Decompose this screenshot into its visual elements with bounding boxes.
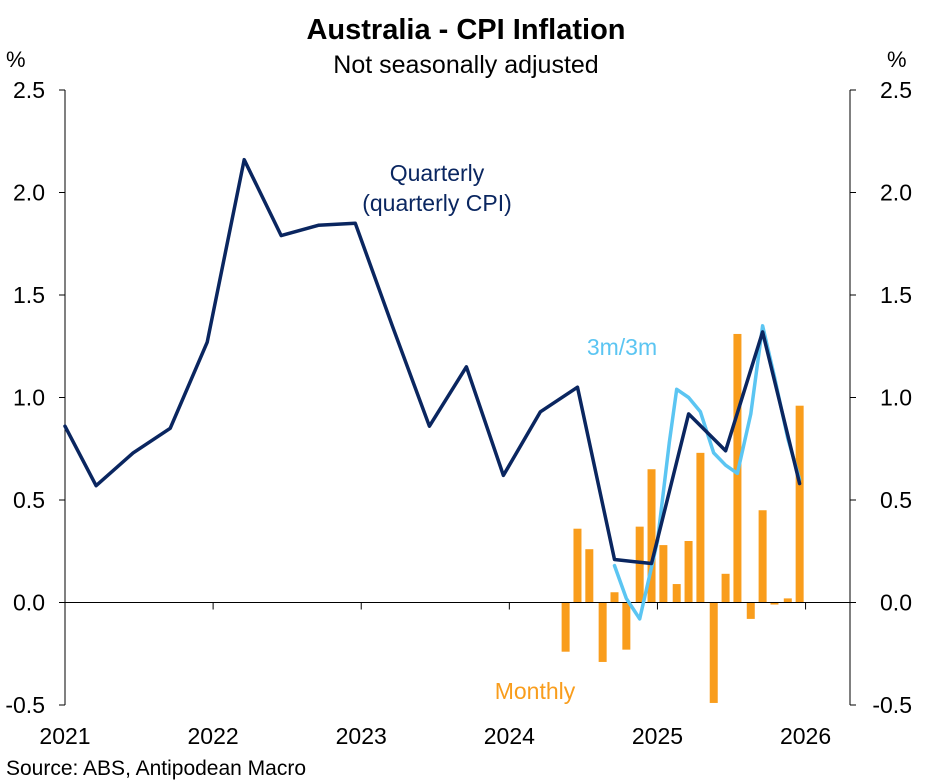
monthly-bar [659, 545, 668, 603]
monthly-bar [721, 573, 730, 603]
monthly-bar [746, 602, 755, 619]
right-axis-unit: % [887, 47, 907, 72]
y-tick-label-left: 1.5 [13, 282, 45, 308]
y-tick-label-right: 0.5 [880, 487, 912, 513]
monthly-label: Monthly [495, 678, 576, 704]
monthly-bar [672, 584, 681, 603]
x-tick-label: 2023 [336, 723, 387, 749]
monthly-bar [770, 602, 779, 605]
y-tick-label-right: 1.5 [880, 282, 912, 308]
monthly-bar [758, 510, 767, 603]
monthly-bar [585, 549, 594, 603]
x-tick-label: 2025 [632, 723, 683, 749]
monthly-bar [647, 469, 656, 603]
monthly-bars [561, 333, 804, 703]
monthly-bar [598, 602, 607, 662]
left-axis-unit: % [6, 47, 26, 72]
y-tick-label-right: -0.5 [872, 692, 912, 718]
monthly-bar [622, 602, 631, 650]
y-tick-label-left: 1.0 [13, 385, 45, 411]
monthly-bar [684, 541, 693, 603]
axes: -0.5 -0.5 0.0 0.0 0.5 0.5 1.0 1.0 1.5 1.5 2.0 2.0 2.… [5, 77, 912, 749]
x-tick-label: 2026 [780, 723, 831, 749]
y-tick-label-left: 2.0 [13, 180, 45, 206]
y-tick-label-left: 2.5 [13, 77, 45, 103]
series-line-quarterly [63, 157, 802, 566]
monthly-bar [783, 598, 792, 603]
y-tick-label-right: 2.0 [880, 180, 912, 206]
y-tick-label-left: 0.0 [13, 590, 45, 616]
monthly-bar [610, 592, 619, 603]
x-tick-label: 2022 [188, 723, 239, 749]
monthly-bar [561, 602, 570, 652]
monthly-bar [709, 602, 718, 703]
y-tick-label-left: -0.5 [5, 692, 45, 718]
y-tick-label-left: 0.5 [13, 487, 45, 513]
quarterly-label: (quarterly CPI) [362, 190, 512, 216]
chart-subtitle: Not seasonally adjusted [333, 51, 598, 79]
three-month-label: 3m/3m [587, 334, 657, 360]
x-tick-label: 2024 [484, 723, 535, 749]
source-note: Source: ABS, Antipodean Macro [6, 757, 306, 780]
y-tick-label-right: 0.0 [880, 590, 912, 616]
monthly-bar [635, 526, 644, 603]
y-tick-label-right: 2.5 [880, 77, 912, 103]
monthly-bar [795, 405, 804, 603]
series-lines [63, 157, 802, 621]
monthly-bar [696, 452, 705, 603]
x-tick-label: 2021 [39, 723, 90, 749]
series-labels: Quarterly (quarterly CPI) 3m/3m Monthly [362, 160, 657, 704]
chart-title: Australia - CPI Inflation [306, 14, 625, 46]
quarterly-label: Quarterly [390, 160, 485, 186]
monthly-bar [573, 528, 582, 603]
y-tick-label-right: 1.0 [880, 385, 912, 411]
